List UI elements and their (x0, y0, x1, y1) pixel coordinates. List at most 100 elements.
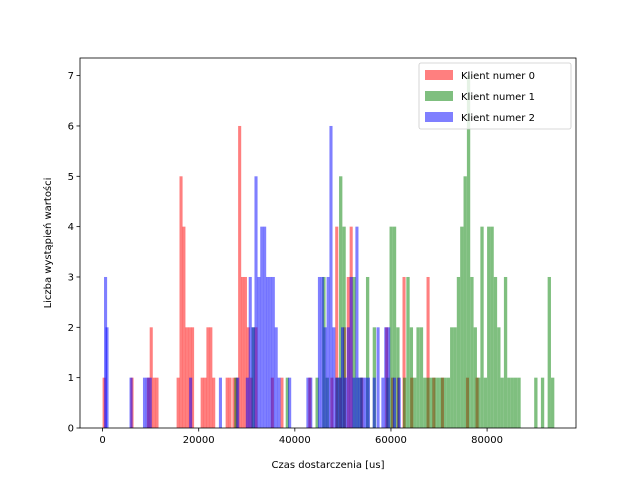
series-1-bar-9 (352, 276, 356, 428)
legend-label-2: Klient numer 2 (461, 113, 535, 124)
series-1-bar-36 (463, 176, 467, 428)
series-2-bar-39 (361, 377, 365, 428)
series-2-bar-40 (364, 377, 368, 428)
series-0-bar-23 (243, 276, 247, 428)
series-2-bar-4 (145, 377, 149, 428)
series-2-bar-27 (326, 276, 330, 428)
series-2-bar-28 (329, 125, 333, 429)
series-1-bar-19 (406, 276, 410, 428)
series-2-bar-18 (271, 276, 275, 428)
x-tick-label-3: 60000 (375, 435, 407, 446)
series-1-bar-8 (342, 226, 346, 428)
series-2-bar-10 (248, 276, 252, 428)
series-2-bar-12 (254, 176, 258, 428)
series-1-bar-41 (480, 226, 484, 428)
series-2-bar-48 (397, 377, 401, 428)
series-1-bar-27 (433, 377, 437, 428)
series-2-bar-1 (105, 327, 109, 428)
y-tick-label-6: 6 (68, 121, 74, 132)
series-2-bar-23 (309, 377, 313, 428)
series-0-bar-18 (228, 377, 232, 428)
series-1-bar-43 (487, 226, 491, 428)
series-2-bar-32 (340, 327, 345, 428)
legend-label-0: Klient numer 0 (461, 71, 535, 82)
series-1-bar-23 (419, 327, 424, 428)
series-2-bar-7 (218, 377, 222, 428)
series-2-bar-45 (384, 327, 388, 428)
series-1-bar-28 (436, 377, 440, 428)
series-2-bar-22 (306, 377, 310, 428)
series-2-bar-42 (372, 377, 376, 428)
y-axis-ticks: 0 1 2 3 4 5 6 7 (68, 71, 80, 435)
series-2-bar-30 (335, 377, 339, 428)
series-2-bar-37 (355, 226, 359, 428)
series-1-bar-45 (493, 276, 498, 428)
y-tick-label-0: 0 (68, 424, 74, 435)
y-tick-label-3: 3 (68, 272, 74, 283)
series-2-bar-47 (392, 377, 396, 428)
series-1-bar-26 (429, 377, 434, 428)
legend: Klient numer 0 Klient numer 1 Klient numer… (418, 62, 572, 130)
series-1-bar-47 (500, 377, 504, 428)
series-0-bar-13 (203, 377, 207, 428)
series-2-bar-13 (257, 276, 261, 428)
series-2-bar-46 (387, 327, 391, 428)
series-2-bar-25 (320, 276, 324, 428)
y-tick-label-5: 5 (68, 172, 74, 183)
series-0-bar-4 (152, 377, 156, 428)
y-tick-label-2: 2 (68, 323, 74, 334)
series-1-bar-0 (234, 377, 238, 428)
series-2-bar-16 (266, 276, 270, 428)
series-2-bar-29 (332, 327, 336, 428)
series-1-bar-52 (517, 377, 521, 428)
series-1-bar-48 (503, 276, 508, 428)
series-1-bar-56 (551, 377, 555, 428)
series-0-bar-6 (176, 377, 180, 428)
series-2-bar-36 (352, 377, 356, 428)
x-tick-label-1: 20000 (183, 435, 215, 446)
series-0-bar-31 (335, 226, 339, 428)
series-0-bar-7 (179, 176, 183, 428)
series-2-bar-26 (323, 327, 327, 428)
legend-swatch-0 (425, 70, 453, 80)
series-2-bar-41 (366, 377, 371, 428)
series-2-bar-11 (251, 327, 255, 428)
series-1-bar-37 (466, 75, 471, 429)
series-0-bar-11 (191, 327, 195, 428)
series-1-bar-22 (416, 327, 420, 428)
series-1-bar-50 (510, 377, 514, 428)
series-0-bar-8 (182, 226, 186, 428)
series-2-bar-35 (349, 276, 353, 428)
series-1-bar-32 (450, 327, 454, 428)
series-1-bar-38 (470, 276, 474, 428)
series-1-bar-30 (443, 377, 447, 428)
series-0-bar-15 (209, 327, 213, 428)
series-1-bar-15 (389, 226, 393, 428)
series-2-bar-38 (358, 377, 362, 428)
series-1-bar-54 (540, 377, 545, 428)
x-tick-label-4: 80000 (471, 435, 503, 446)
legend-label-1: Klient numer 1 (461, 92, 535, 103)
series-1-bar-12 (365, 276, 370, 428)
series-2-bar-24 (317, 276, 321, 428)
x-tick-label-0: 0 (99, 435, 105, 446)
series-2-bar-34 (346, 327, 350, 428)
series-1-bar-49 (507, 377, 511, 428)
series-2-bar-6 (189, 377, 193, 428)
series-1-bar-31 (446, 377, 451, 428)
series-1-bar-3 (315, 377, 319, 428)
y-tick-label-7: 7 (68, 71, 74, 82)
series-1-bar-44 (490, 226, 494, 428)
series-2-bar-14 (260, 226, 264, 428)
series-0-bar-42 (426, 276, 430, 428)
series-0-bar-28 (280, 377, 284, 428)
series-2-bars (104, 125, 401, 429)
series-2-bar-2 (129, 377, 133, 428)
y-tick-label-1: 1 (68, 373, 74, 384)
series-1-bar-21 (413, 377, 417, 428)
series-2-bar-19 (274, 327, 278, 428)
series-0-bar-17 (225, 377, 229, 428)
legend-box (418, 62, 572, 130)
series-2-bar-31 (338, 377, 342, 428)
